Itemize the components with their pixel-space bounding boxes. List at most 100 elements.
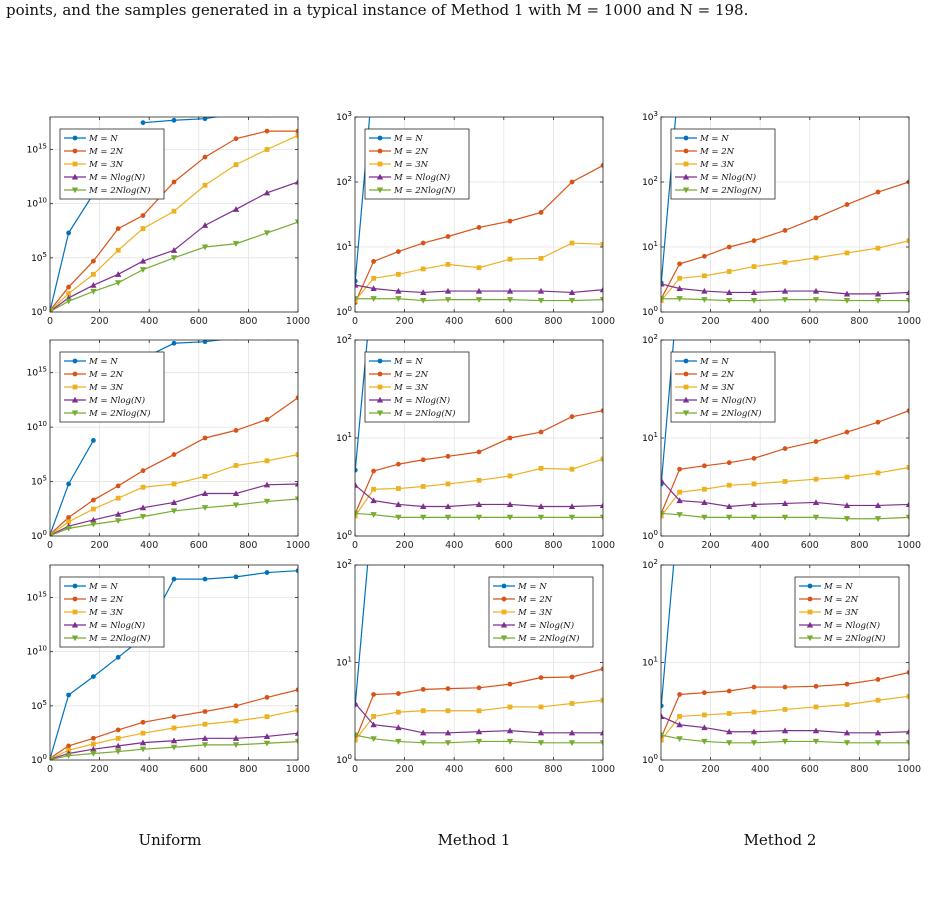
series-m-3n-point xyxy=(677,275,682,281)
series-m-nlog-n--point xyxy=(90,745,97,752)
legend-label: M = 2N xyxy=(393,147,429,157)
series-m-3n-point xyxy=(569,701,575,706)
series-m-2n-point xyxy=(396,691,401,696)
series-m-2nlog-n--point xyxy=(676,512,683,518)
legend-swatch-marker xyxy=(500,621,508,628)
series-m-2nlog-n--point xyxy=(395,514,402,521)
legend-swatch-marker xyxy=(72,358,78,364)
series-m-3n-point xyxy=(538,255,544,261)
series-m-3n-point xyxy=(91,271,96,277)
series-m-nlog-n--point xyxy=(139,504,147,511)
series-m-3n-point xyxy=(507,473,513,479)
series-m-2n-point xyxy=(115,483,121,489)
series-m-nlog-n--point xyxy=(370,285,377,292)
x-tick-label: 600 xyxy=(495,764,513,775)
series-layer xyxy=(661,340,909,522)
series-m-2n-point xyxy=(66,284,71,290)
y-tick-label: 100 xyxy=(336,305,352,318)
series-m-3n-point xyxy=(115,495,121,501)
series-m-2n-point xyxy=(677,466,682,472)
series-m-n-point xyxy=(140,120,146,126)
series-m-3n-line xyxy=(355,242,603,301)
series-m-nlog-n--line xyxy=(50,732,298,760)
legend-label: M = 3N xyxy=(88,608,124,618)
series-m-nlog-n--point xyxy=(420,289,427,295)
series-m-3n-point xyxy=(445,708,451,714)
series-m-nlog-n--point xyxy=(420,503,427,510)
legend-label: M = Nlog(N) xyxy=(393,395,450,406)
series-m-3n-point xyxy=(751,264,757,269)
legend-swatch-marker xyxy=(377,371,383,377)
series-m-2nlog-n--point xyxy=(232,742,240,749)
series-m-3n-point xyxy=(171,481,177,487)
x-tick-label: 0 xyxy=(352,540,358,551)
series-m-nlog-n--point xyxy=(661,713,665,719)
series-m-2nlog-n--point xyxy=(599,514,603,521)
x-tick-label: 1000 xyxy=(286,540,310,551)
series-m-3n-point xyxy=(702,273,707,279)
series-m-3n-point xyxy=(476,477,482,483)
legend-swatch-marker xyxy=(501,583,507,589)
y-tick-label: 100 xyxy=(642,529,658,542)
series-m-2n-point xyxy=(751,455,757,461)
series-m-2nlog-n--point xyxy=(395,296,402,302)
legend: M = N M = 2N M = 3N M = Nlog(N) M = 2Nlog(N) xyxy=(59,576,165,648)
series-m-3n-point xyxy=(264,458,270,464)
series-m-3n-point xyxy=(844,474,850,480)
legend-label: M = Nlog(N) xyxy=(517,620,574,631)
series-m-3n-point xyxy=(355,513,358,519)
x-tick-label: 800 xyxy=(850,764,868,775)
series-m-3n-point xyxy=(140,484,146,490)
series-m-2n-point xyxy=(569,179,575,185)
series-m-nlog-n--point xyxy=(701,499,708,506)
series-m-2nlog-n--point xyxy=(568,740,576,747)
series-m-3n-line xyxy=(661,695,909,741)
series-m-3n-point xyxy=(600,697,603,703)
series-m-2nlog-n--point xyxy=(781,514,789,521)
x-tick-label: 200 xyxy=(91,316,109,327)
series-m-2nlog-n--point xyxy=(370,512,377,518)
series-m-2n-point xyxy=(396,249,401,254)
series-m-nlog-n--point xyxy=(701,724,708,731)
legend-label: M = 3N xyxy=(517,608,553,618)
series-m-2n-line xyxy=(661,410,909,514)
series-m-2nlog-n--point xyxy=(90,750,97,757)
series-m-nlog-n--line xyxy=(50,181,298,312)
legend-swatch-marker xyxy=(376,396,384,403)
series-m-3n-point xyxy=(91,741,96,747)
series-m-2n-point xyxy=(844,681,850,687)
legend-label: M = Nlog(N) xyxy=(88,172,145,183)
series-m-2nlog-n--point xyxy=(50,756,54,760)
series-m-2nlog-n--point xyxy=(444,740,452,747)
series-m-n-point xyxy=(355,278,358,284)
series-m-2nlog-n--point xyxy=(475,514,483,521)
series-m-3n-point xyxy=(677,714,682,719)
series-m-2n-point xyxy=(875,677,881,682)
legend-swatch-marker xyxy=(807,609,813,615)
series-m-2nlog-n--point xyxy=(355,732,359,739)
legend-label: M = N xyxy=(699,134,729,144)
series-m-2n-point xyxy=(115,727,121,733)
series-m-2nlog-n--point xyxy=(201,505,209,511)
series-m-n-point xyxy=(661,703,664,709)
series-m-nlog-n--point xyxy=(874,729,882,736)
y-tick-label: 101 xyxy=(336,240,352,253)
series-m-2n-point xyxy=(844,202,850,207)
legend-swatch-marker xyxy=(72,596,78,602)
x-tick-label: 1000 xyxy=(897,764,921,775)
y-tick-label: 1010 xyxy=(27,420,47,433)
series-m-nlog-n--point xyxy=(537,503,545,510)
series-m-3n-point xyxy=(233,718,239,724)
legend-swatch-marker xyxy=(682,410,690,417)
x-tick-label: 600 xyxy=(801,764,819,775)
legend-swatch-marker xyxy=(683,384,689,390)
series-m-2nlog-n--point xyxy=(661,510,665,517)
series-m-2nlog-n--point xyxy=(139,746,147,753)
series-m-2n-point xyxy=(140,468,146,474)
series-m-3n-point xyxy=(782,479,788,484)
x-tick-label: 400 xyxy=(140,764,158,775)
series-m-2nlog-n--point xyxy=(115,749,122,755)
series-m-n-point xyxy=(264,570,270,575)
legend-label: M = 2N xyxy=(517,595,553,605)
